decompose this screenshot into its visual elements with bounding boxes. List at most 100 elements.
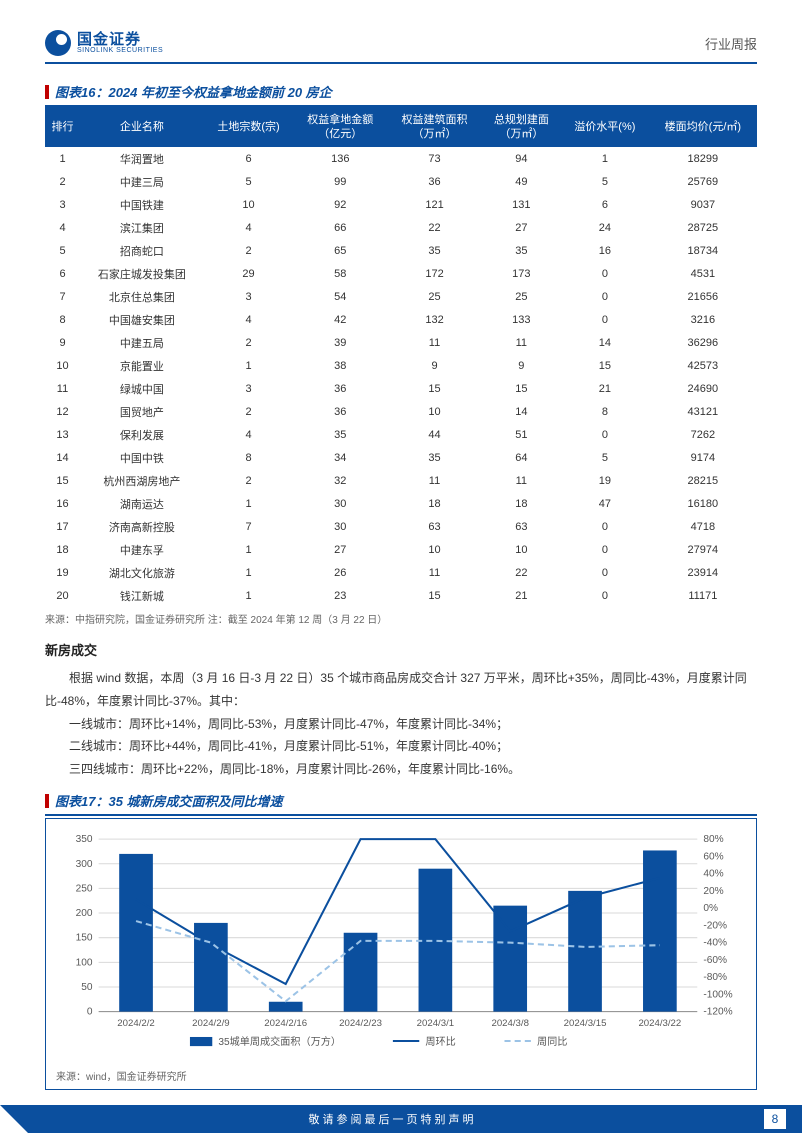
svg-text:40%: 40% (703, 868, 723, 879)
figure16-title: 图表16：2024 年初至今权益拿地金额前 20 房企 (55, 82, 332, 101)
table-cell: 杭州西湖房地产 (80, 469, 204, 492)
table-header: 企业名称 (80, 107, 204, 148)
table-row: 8中国雄安集团44213213303216 (45, 308, 757, 331)
table-cell: 10 (387, 400, 481, 423)
svg-text:2024/3/15: 2024/3/15 (564, 1017, 607, 1028)
table-cell: 8 (204, 446, 293, 469)
table-cell: 22 (482, 561, 561, 584)
table-cell: 30 (293, 492, 387, 515)
table-cell: 19 (45, 561, 80, 584)
table-cell: 21 (561, 377, 649, 400)
table-cell: 17 (45, 515, 80, 538)
table-cell: 32 (293, 469, 387, 492)
table-cell: 27 (293, 538, 387, 561)
table-cell: 30 (293, 515, 387, 538)
table-cell: 121 (387, 193, 481, 216)
table-cell: 北京住总集团 (80, 285, 204, 308)
table-cell: 中国铁建 (80, 193, 204, 216)
svg-text:20%: 20% (703, 885, 723, 896)
table-cell: 中国中铁 (80, 446, 204, 469)
table-cell: 11 (482, 469, 561, 492)
table-cell: 京能置业 (80, 354, 204, 377)
table-header: 权益建筑面积（万㎡） (387, 107, 481, 148)
table-row: 16湖南运达13018184716180 (45, 492, 757, 515)
table-cell: 22 (387, 216, 481, 239)
svg-text:0%: 0% (703, 903, 718, 914)
table-cell: 64 (482, 446, 561, 469)
svg-text:35城单周成交面积（万方）: 35城单周成交面积（万方） (218, 1035, 341, 1048)
table-cell: 2 (204, 239, 293, 262)
table-cell: 39 (293, 331, 387, 354)
para-3: 二线城市：周环比+44%，周同比-41%，月度累计同比-51%，年度累计同比-4… (45, 735, 757, 758)
table-cell: 0 (561, 262, 649, 285)
table-row: 20钱江新城1231521011171 (45, 584, 757, 607)
table-cell: 3 (204, 285, 293, 308)
svg-text:-120%: -120% (703, 1006, 732, 1017)
table-cell: 21 (482, 584, 561, 607)
table-cell: 2 (204, 469, 293, 492)
table-cell: 54 (293, 285, 387, 308)
svg-text:300: 300 (76, 858, 93, 869)
table-cell: 63 (387, 515, 481, 538)
table-cell: 6 (204, 147, 293, 170)
table-cell: 10 (45, 354, 80, 377)
table-cell: 钱江新城 (80, 584, 204, 607)
figure16-source: 来源：中指研究院，国金证券研究所 注：截至 2024 年第 12 周（3 月 2… (45, 611, 757, 626)
table-cell: 14 (482, 400, 561, 423)
table-row: 7北京住总集团3542525021656 (45, 285, 757, 308)
table-row: 4滨江集团46622272428725 (45, 216, 757, 239)
table-cell: 51 (482, 423, 561, 446)
table-cell: 1 (204, 561, 293, 584)
brand-cn: 国金证券 (77, 32, 163, 47)
table-cell: 94 (482, 147, 561, 170)
table-cell: 4 (45, 216, 80, 239)
table-cell: 4 (204, 308, 293, 331)
table-cell: 92 (293, 193, 387, 216)
table-cell: 24690 (649, 377, 757, 400)
section-title: 新房成交 (45, 640, 757, 659)
svg-text:200: 200 (76, 908, 93, 919)
table-cell: 0 (561, 584, 649, 607)
table-header: 溢价水平(%) (561, 107, 649, 148)
table-cell: 21656 (649, 285, 757, 308)
table-cell: 济南高新控股 (80, 515, 204, 538)
para-2: 一线城市：周环比+14%，周同比-53%，月度累计同比-47%，年度累计同比-3… (45, 713, 757, 736)
para-1: 根据 wind 数据，本周（3 月 16 日-3 月 22 日）35 个城市商品… (45, 667, 757, 713)
table-cell: 招商蛇口 (80, 239, 204, 262)
table-cell: 11 (387, 469, 481, 492)
table-cell: 滨江集团 (80, 216, 204, 239)
table-cell: 保利发展 (80, 423, 204, 446)
table-cell: 136 (293, 147, 387, 170)
table-cell: 11171 (649, 584, 757, 607)
table-cell: 66 (293, 216, 387, 239)
table-cell: 36 (293, 400, 387, 423)
table-cell: 24 (561, 216, 649, 239)
table-cell: 43121 (649, 400, 757, 423)
page-footer: 敬请参阅最后一页特别声明 8 (0, 1105, 802, 1133)
table-row: 2中建三局5993649525769 (45, 170, 757, 193)
table-cell: 3216 (649, 308, 757, 331)
table-cell: 中建五局 (80, 331, 204, 354)
table-cell: 3 (45, 193, 80, 216)
table-cell: 36296 (649, 331, 757, 354)
table-cell: 35 (482, 239, 561, 262)
figure16-table: 排行企业名称土地宗数(宗)权益拿地金额（亿元）权益建筑面积（万㎡）总规划建面（万… (45, 107, 757, 608)
table-cell: 9037 (649, 193, 757, 216)
table-cell: 42573 (649, 354, 757, 377)
table-cell: 49 (482, 170, 561, 193)
svg-text:80%: 80% (703, 834, 723, 845)
table-cell: 16 (561, 239, 649, 262)
table-cell: 0 (561, 285, 649, 308)
table-cell: 10 (204, 193, 293, 216)
table-row: 15杭州西湖房地产23211111928215 (45, 469, 757, 492)
table-cell: 1 (204, 538, 293, 561)
table-cell: 4531 (649, 262, 757, 285)
svg-text:2024/2/9: 2024/2/9 (192, 1017, 229, 1028)
table-cell: 18 (387, 492, 481, 515)
table-cell: 中建东孚 (80, 538, 204, 561)
svg-text:-100%: -100% (703, 989, 732, 1000)
table-cell: 44 (387, 423, 481, 446)
table-cell: 25 (482, 285, 561, 308)
table-cell: 18734 (649, 239, 757, 262)
table-cell: 25 (387, 285, 481, 308)
